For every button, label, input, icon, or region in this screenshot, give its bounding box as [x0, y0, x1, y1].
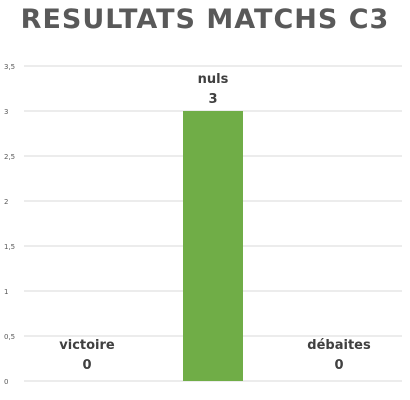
category-label: nuls — [198, 72, 229, 87]
category-label: victoire — [59, 338, 115, 353]
y-tick-label: 3,5 — [4, 63, 15, 71]
chart-title: RESULTATS MATCHS C3 — [20, 4, 390, 35]
y-tick-label: 0,5 — [4, 333, 15, 341]
y-tick-label: 1,5 — [4, 243, 15, 251]
y-tick-label: 2,5 — [4, 153, 15, 161]
data-label: 3 — [208, 92, 217, 107]
category-label: débaites — [307, 338, 371, 353]
data-label: 0 — [82, 358, 91, 373]
bar — [183, 111, 243, 381]
y-tick-label: 2 — [4, 198, 8, 206]
data-label: 0 — [334, 358, 343, 373]
y-tick-label: 1 — [4, 288, 8, 296]
y-tick-label: 3 — [4, 108, 8, 116]
y-tick-label: 0 — [4, 378, 8, 386]
